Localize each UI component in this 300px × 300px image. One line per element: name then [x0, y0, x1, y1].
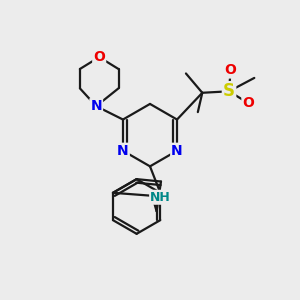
Text: O: O: [93, 50, 105, 64]
Text: NH: NH: [150, 191, 171, 204]
Text: S: S: [223, 82, 235, 100]
Text: N: N: [171, 144, 183, 158]
Text: N: N: [90, 99, 102, 113]
Text: O: O: [242, 96, 254, 110]
Text: O: O: [225, 64, 236, 77]
Text: N: N: [117, 144, 129, 158]
